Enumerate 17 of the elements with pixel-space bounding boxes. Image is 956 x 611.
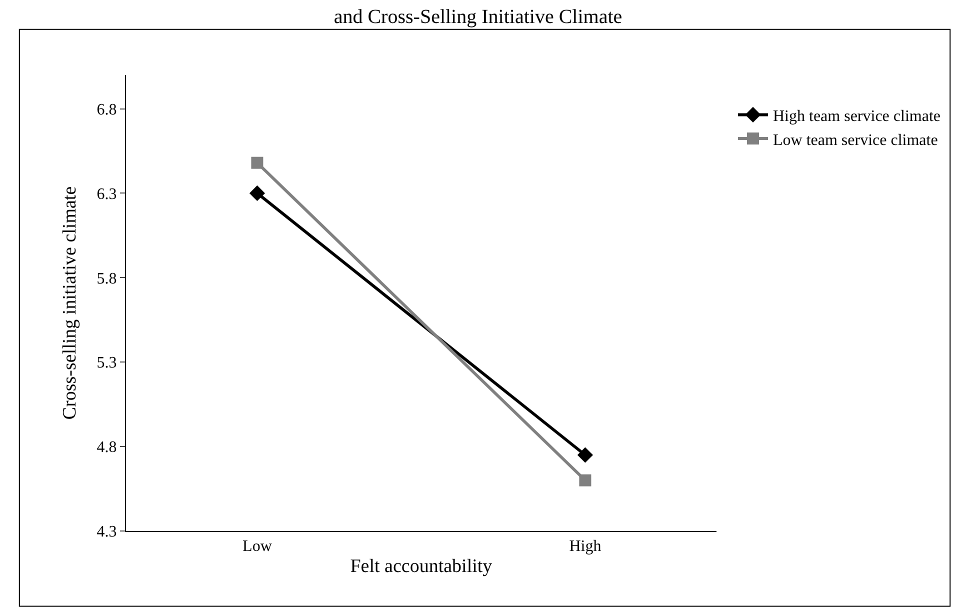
point <box>579 474 592 486</box>
y-tick-label: 5.8 <box>96 270 117 288</box>
y-tick-label: 5.3 <box>96 354 117 372</box>
x-tick-label: High <box>569 538 602 556</box>
x-tick-label: Low <box>242 538 272 556</box>
legend-label: Low team service climate <box>773 132 938 149</box>
point <box>577 447 593 463</box>
y-tick-label: 6.8 <box>96 101 117 118</box>
y-tick-label: 4.3 <box>96 524 117 541</box>
x-axis-title: Felt accountability <box>350 556 493 577</box>
y-axis-title: Cross-selling initiative climate <box>60 186 81 420</box>
chart-title: and Cross-Selling Initiative Climate <box>334 6 622 28</box>
point <box>251 156 264 169</box>
y-tick-label: 4.8 <box>96 439 117 456</box>
y-tick-label: 6.3 <box>96 186 117 203</box>
legend-label: High team service climate <box>773 108 940 125</box>
point <box>249 185 265 202</box>
